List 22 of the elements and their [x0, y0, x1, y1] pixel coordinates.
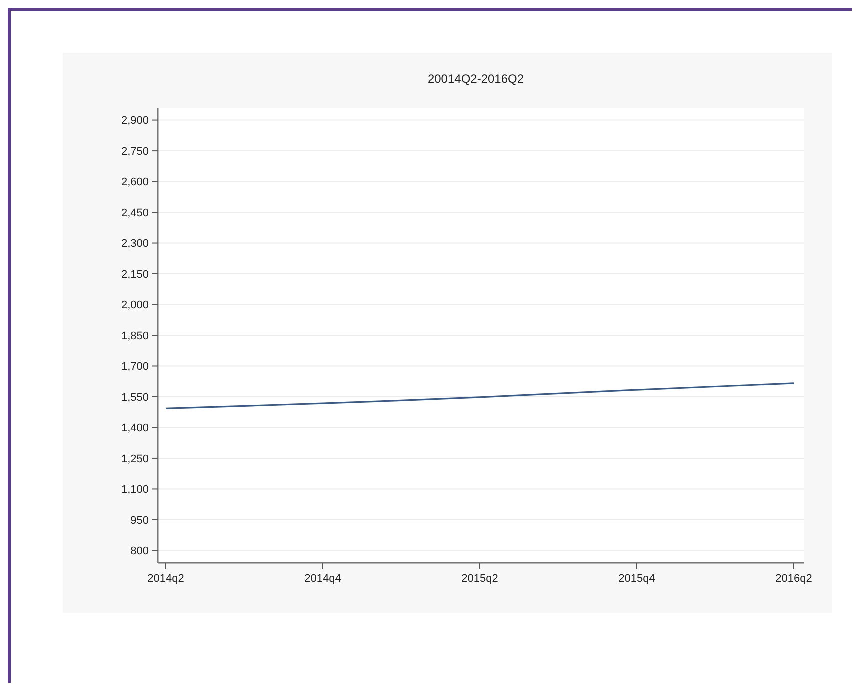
x-tick-label: 2014q4 — [304, 573, 342, 585]
x-tick-label: 2015q4 — [618, 573, 656, 585]
y-tick-label: 800 — [130, 546, 149, 558]
y-tick-label: 1,250 — [121, 453, 149, 466]
y-tick-label: 2,000 — [121, 300, 149, 312]
y-tick-label: 2,750 — [121, 146, 149, 158]
y-tick-label: 950 — [130, 514, 149, 527]
y-tick-label: 2,600 — [121, 176, 149, 189]
y-tick-label: 2,900 — [121, 115, 149, 128]
y-tick-label: 1,850 — [121, 330, 149, 342]
y-tick-label: 2,150 — [121, 268, 149, 281]
x-tick-label: 2014q2 — [148, 573, 184, 585]
y-tick-label: 1,700 — [121, 361, 149, 374]
line-series — [165, 382, 795, 410]
x-tick-label: 2016q2 — [776, 573, 812, 585]
y-tick-label: 1,550 — [121, 392, 149, 404]
x-tick-label: 2015q2 — [462, 573, 498, 585]
y-tick-label: 2,450 — [121, 207, 149, 220]
y-tick-label: 1,100 — [121, 484, 149, 496]
y-tick-label: 2,300 — [121, 238, 149, 250]
y-tick-label: 1,400 — [121, 422, 149, 435]
chart-title: 20014Q2-2016Q2 — [428, 72, 524, 86]
